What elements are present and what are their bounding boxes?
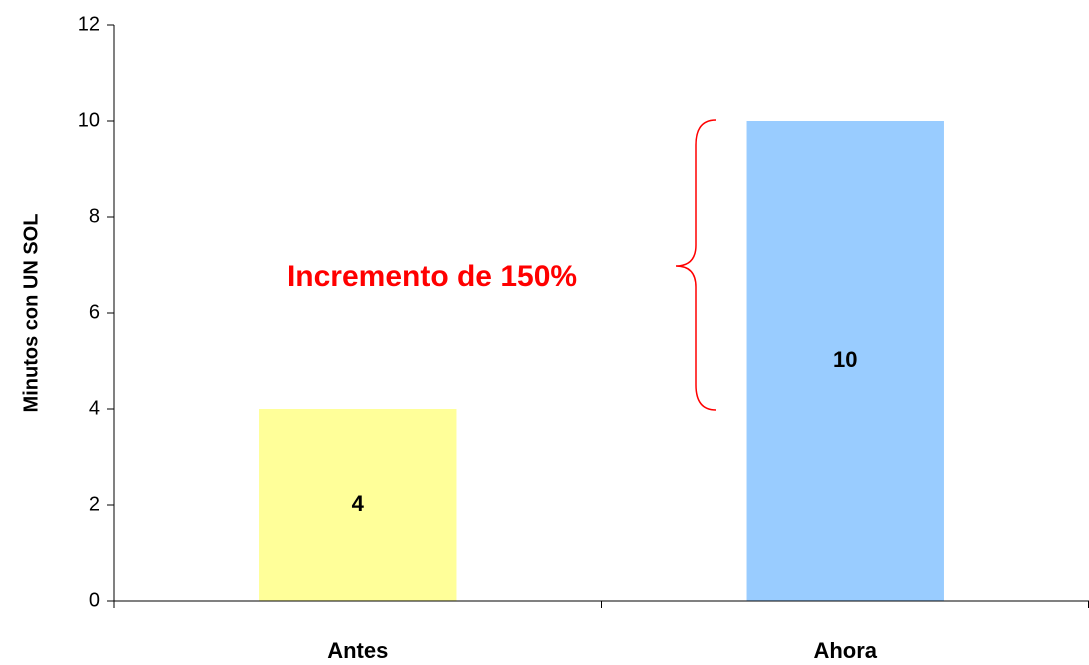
bar	[746, 121, 944, 601]
y-tick-label: 6	[89, 301, 100, 323]
y-tick-label: 8	[89, 205, 100, 227]
brace	[675, 119, 717, 411]
y-tick-label: 10	[78, 109, 100, 131]
y-tick-label: 4	[89, 397, 100, 419]
x-tick-label: Antes	[327, 638, 388, 663]
annotation: Incremento de 150%	[287, 260, 577, 293]
y-tick-label: 2	[89, 493, 100, 515]
y-tick-label: 12	[78, 13, 100, 35]
data-label: 4	[352, 491, 365, 516]
y-axis-label: Minutos con UN SOL	[20, 214, 42, 413]
y-tick-label: 0	[89, 589, 100, 611]
x-tick-label: Ahora	[813, 638, 877, 663]
data-label: 10	[833, 347, 857, 372]
bar	[259, 409, 457, 601]
